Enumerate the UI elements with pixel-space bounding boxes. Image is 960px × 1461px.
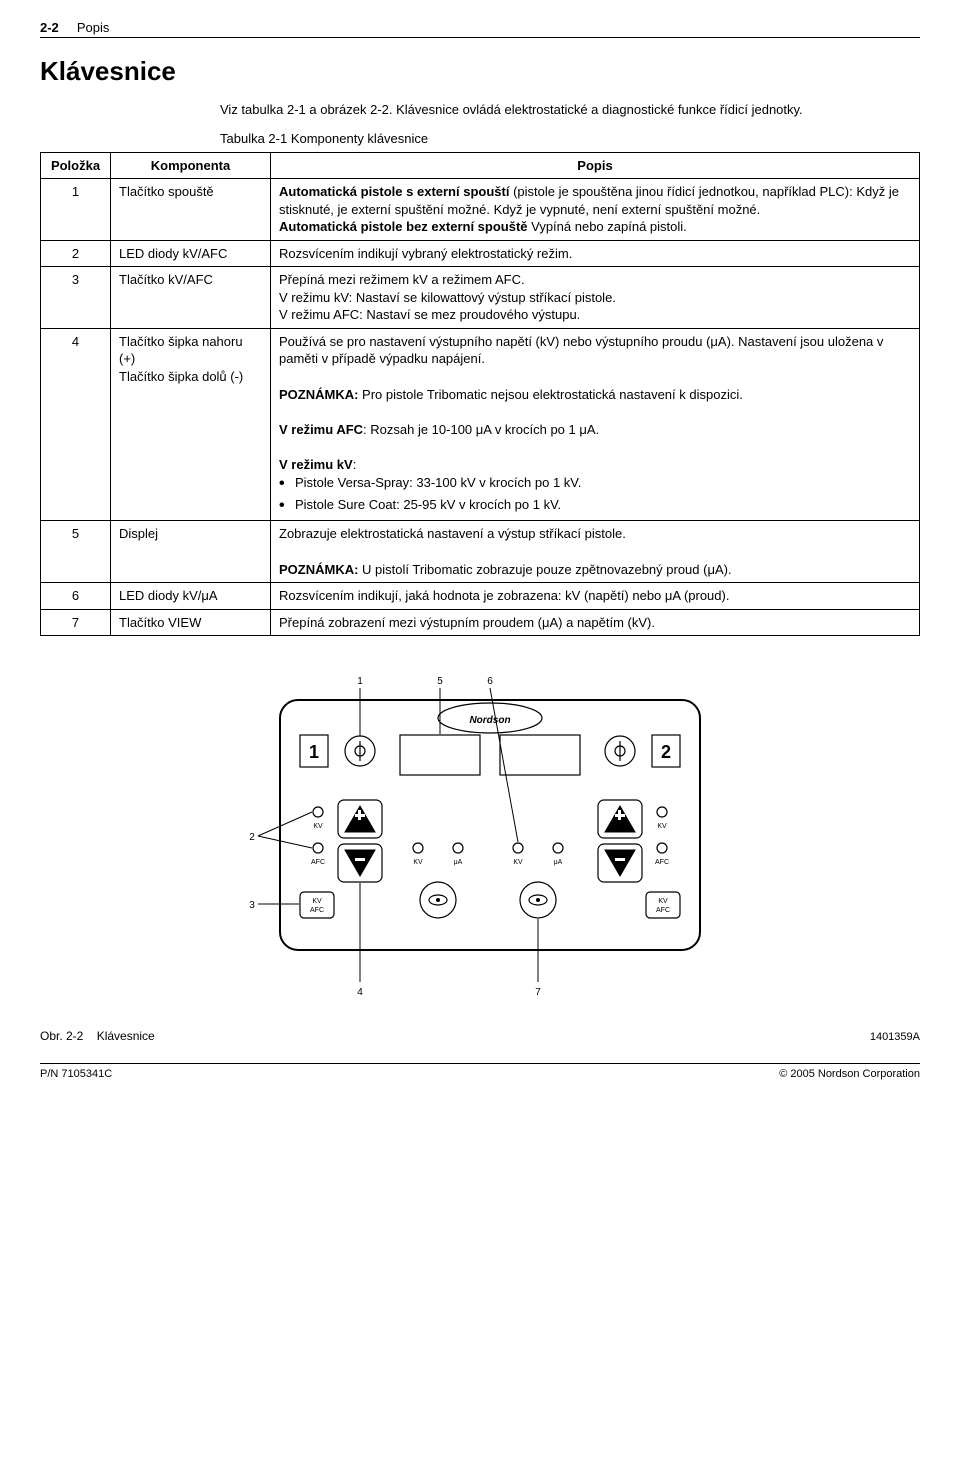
cell-idx: 7 (41, 609, 111, 636)
cell-component: Tlačítko spouště (111, 179, 271, 241)
svg-text:KV: KV (313, 823, 323, 830)
cell-idx: 6 (41, 583, 111, 610)
cell-component: Displej (111, 521, 271, 583)
cell-description: Přepíná zobrazení mezi výstupním proudem… (271, 609, 920, 636)
cell-description: Rozsvícením indikují, jaká hodnota je zo… (271, 583, 920, 610)
svg-text:KV: KV (413, 859, 423, 866)
svg-text:3: 3 (249, 900, 255, 911)
cell-description: Přepíná mezi režimem kV a režimem AFC.V … (271, 267, 920, 329)
svg-text:1: 1 (357, 676, 363, 687)
cell-description: Rozsvícením indikují vybraný elektrostat… (271, 240, 920, 267)
cell-component: LED diody kV/AFC (111, 240, 271, 267)
table-caption: Tabulka 2-1 Komponenty klávesnice (220, 131, 920, 146)
footer-part-number: P/N 7105341C (40, 1068, 112, 1080)
table-row: 7Tlačítko VIEWPřepíná zobrazení mezi výs… (41, 609, 920, 636)
svg-text:AFC: AFC (311, 859, 325, 866)
table-row: 6LED diody kV/μARozsvícením indikují, ja… (41, 583, 920, 610)
table-row: 2LED diody kV/AFCRozsvícením indikují vy… (41, 240, 920, 267)
panel-left-num: 1 (309, 742, 319, 762)
drawing-number: 1401359A (870, 1031, 920, 1043)
col-header-comp: Komponenta (111, 152, 271, 179)
cell-component: Tlačítko šipka nahoru (+)Tlačítko šipka … (111, 328, 271, 521)
cell-idx: 3 (41, 267, 111, 329)
col-header-desc: Popis (271, 152, 920, 179)
section-title: Popis (77, 20, 110, 35)
cell-component: Tlačítko kV/AFC (111, 267, 271, 329)
col-header-idx: Položka (41, 152, 111, 179)
svg-text:4: 4 (357, 987, 363, 998)
table-row: 5DisplejZobrazuje elektrostatická nastav… (41, 521, 920, 583)
page-header: 2-2 Popis (40, 20, 920, 38)
cell-idx: 2 (41, 240, 111, 267)
svg-text:KV: KV (513, 859, 523, 866)
svg-text:AFC: AFC (655, 859, 669, 866)
svg-text:μA: μA (554, 859, 563, 866)
panel-right-num: 2 (661, 742, 671, 762)
svg-text:6: 6 (487, 676, 493, 687)
logo-text: Nordson (469, 715, 510, 726)
keypad-diagram: Nordson 1 2 KV AFC (200, 660, 760, 1020)
footer-copyright: © 2005 Nordson Corporation (779, 1068, 920, 1080)
cell-idx: 1 (41, 179, 111, 241)
svg-text:KV: KV (658, 898, 668, 905)
intro-text: Viz tabulka 2-1 a obrázek 2-2. Klávesnic… (220, 101, 920, 119)
svg-text:μA: μA (454, 859, 463, 866)
table-row: 3Tlačítko kV/AFCPřepíná mezi režimem kV … (41, 267, 920, 329)
cell-description: Používá se pro nastavení výstupního napě… (271, 328, 920, 521)
table-row: 1Tlačítko spouštěAutomatická pistole s e… (41, 179, 920, 241)
svg-text:KV: KV (312, 898, 322, 905)
table-header-row: Položka Komponenta Popis (41, 152, 920, 179)
figure-2-2: Nordson 1 2 KV AFC (40, 660, 920, 1043)
figure-caption: Obr. 2-2 Klávesnice (40, 1029, 155, 1043)
cell-component: LED diody kV/μA (111, 583, 271, 610)
cell-description: Zobrazuje elektrostatická nastavení a vý… (271, 521, 920, 583)
cell-component: Tlačítko VIEW (111, 609, 271, 636)
svg-text:5: 5 (437, 676, 443, 687)
svg-text:AFC: AFC (656, 907, 670, 914)
svg-text:KV: KV (657, 823, 667, 830)
svg-text:2: 2 (249, 832, 255, 843)
svg-text:7: 7 (535, 987, 541, 998)
cell-idx: 5 (41, 521, 111, 583)
cell-description: Automatická pistole s externí spouští (p… (271, 179, 920, 241)
table-row: 4Tlačítko šipka nahoru (+)Tlačítko šipka… (41, 328, 920, 521)
page-footer: P/N 7105341C © 2005 Nordson Corporation (40, 1063, 920, 1080)
svg-text:AFC: AFC (310, 907, 324, 914)
page-number: 2-2 (40, 20, 59, 35)
page-title: Klávesnice (40, 56, 920, 87)
cell-idx: 4 (41, 328, 111, 521)
components-table: Položka Komponenta Popis 1Tlačítko spouš… (40, 152, 920, 637)
